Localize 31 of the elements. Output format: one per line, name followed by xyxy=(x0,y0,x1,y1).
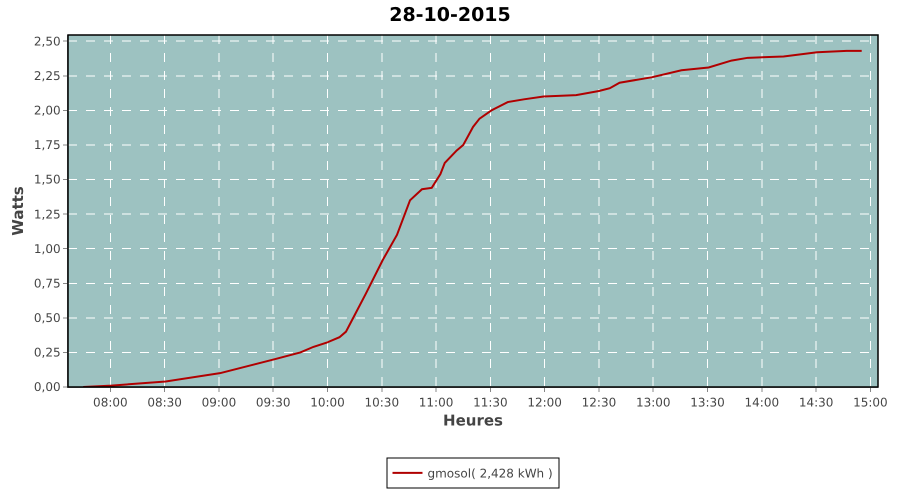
x-tick-label: 11:00 xyxy=(418,395,454,410)
y-tick-label: 2,25 xyxy=(34,69,61,83)
x-tick-label: 10:30 xyxy=(364,395,400,410)
x-axis-title: Heures xyxy=(443,411,504,430)
x-tick-label: 12:30 xyxy=(582,395,616,410)
x-tick-label: 08:00 xyxy=(93,395,128,410)
x-tick-label: 12:00 xyxy=(527,395,562,410)
y-tick-label: 2,50 xyxy=(34,34,61,48)
x-tick-label: 13:30 xyxy=(690,395,725,410)
y-tick-label: 0,50 xyxy=(34,311,61,326)
x-tick-label: 09:00 xyxy=(202,395,236,410)
y-tick-label: 2,00 xyxy=(34,104,61,118)
y-tick-label: 1,50 xyxy=(34,172,61,187)
x-tick-label: 08:30 xyxy=(147,395,182,410)
x-tick-label: 14:00 xyxy=(744,395,780,410)
x-tick-label: 11:30 xyxy=(473,395,508,410)
y-tick-label: 1,00 xyxy=(34,242,61,256)
x-tick-label: 14:30 xyxy=(798,395,834,410)
line-series xyxy=(82,50,863,387)
y-tick-label: 1,25 xyxy=(34,207,61,222)
x-tick-label: 09:30 xyxy=(256,395,291,410)
legend-label: gmosol( 2,428 kWh ) xyxy=(428,466,553,481)
chart-title: 28-10-2015 xyxy=(389,4,511,26)
y-axis-title: Watts xyxy=(9,186,28,236)
y-tick-label: 0,75 xyxy=(34,276,61,290)
y-tick-label: 0,00 xyxy=(34,380,61,394)
y-tick-label: 0,25 xyxy=(34,346,61,360)
y-tick-label: 1,75 xyxy=(34,138,61,152)
x-tick-label: 15:00 xyxy=(853,395,888,410)
x-tick-label: 13:00 xyxy=(636,395,671,410)
x-tick-label: 10:00 xyxy=(310,395,345,410)
